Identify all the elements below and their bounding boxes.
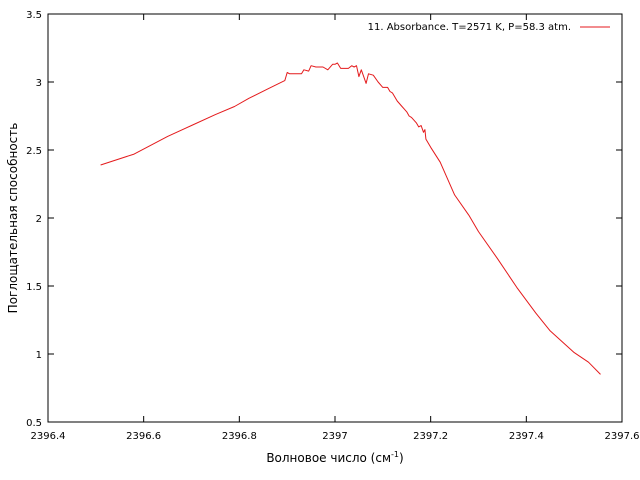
series-layer	[100, 62, 601, 375]
x-tick-label: 2397	[322, 431, 347, 442]
series-line	[100, 62, 601, 375]
y-tick-label: 3	[36, 78, 42, 89]
legend-entry-label: 11. Absorbance. T=2571 K, P=58.3 atm.	[368, 22, 571, 33]
y-tick-label: 1.5	[26, 282, 42, 293]
y-axis-title: Поглощательная способность	[6, 123, 20, 314]
x-tick-label: 2396.8	[222, 431, 257, 442]
x-tick-label: 2397.4	[509, 431, 544, 442]
x-axis-title: Волновое число (см-1)	[266, 450, 403, 465]
x-tick-label: 2397.6	[605, 431, 640, 442]
y-axis: 0.5 1 1.5 2 2.5 3 3.5	[26, 10, 622, 429]
y-tick-label: 0.5	[26, 418, 42, 429]
legend: 11. Absorbance. T=2571 K, P=58.3 atm.	[368, 22, 610, 33]
x-axis: 2396.4 2396.6 2396.8 2397 2397.2 2397.4 2397.6	[31, 14, 640, 442]
plot-frame	[47, 13, 623, 423]
x-tick-label: 2397.2	[413, 431, 448, 442]
x-tick-label: 2396.6	[126, 431, 161, 442]
y-tick-label: 1	[36, 350, 42, 361]
y-tick-label: 2	[36, 214, 42, 225]
x-tick-label: 2396.4	[31, 431, 66, 442]
y-tick-label: 3.5	[26, 10, 42, 21]
y-tick-label: 2.5	[26, 146, 42, 157]
